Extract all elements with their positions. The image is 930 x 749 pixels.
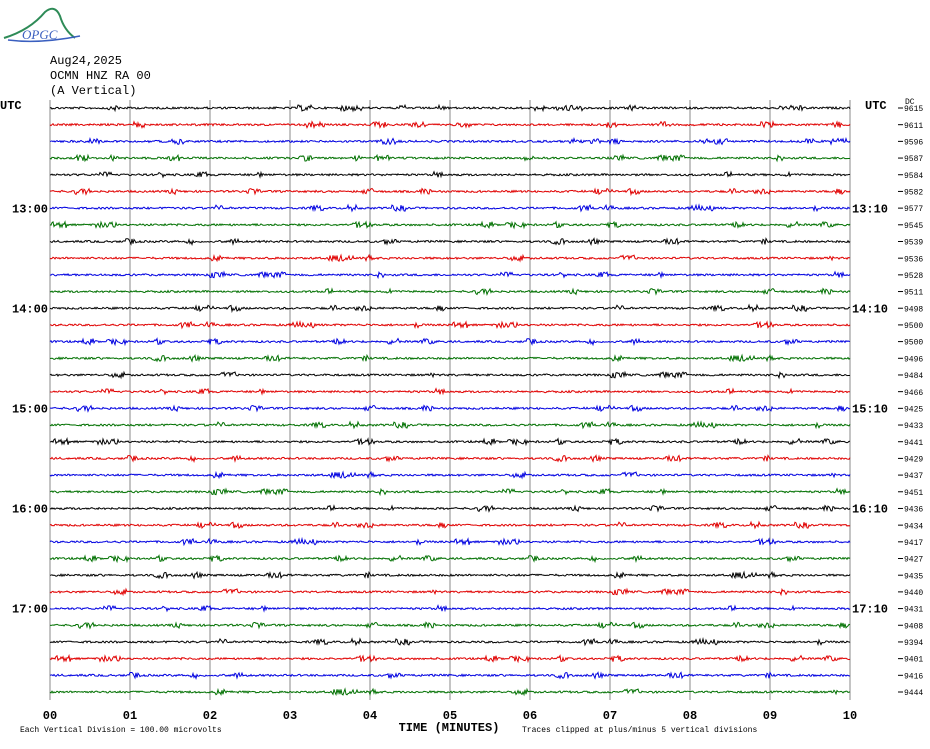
dc-value: 9440 xyxy=(904,589,923,598)
dc-value: 9441 xyxy=(904,439,923,448)
dc-value: 9500 xyxy=(904,322,923,331)
x-tick-label: 09 xyxy=(763,709,777,723)
dc-value: 9434 xyxy=(904,522,923,531)
dc-value: 9611 xyxy=(904,122,923,131)
hour-label-left: 13:00 xyxy=(12,202,48,216)
x-tick-label: 06 xyxy=(523,709,537,723)
dc-value: 9429 xyxy=(904,456,923,465)
x-tick-label: 10 xyxy=(843,709,857,723)
dc-value: 9437 xyxy=(904,472,923,481)
hour-label-right: 15:10 xyxy=(852,403,888,417)
station: OCMN HNZ RA 00 xyxy=(50,69,151,83)
dc-value: 9416 xyxy=(904,672,923,681)
dc-value: 9436 xyxy=(904,506,923,515)
dc-value: 9466 xyxy=(904,389,923,398)
logo: OPGC xyxy=(4,9,80,42)
x-tick-label: 07 xyxy=(603,709,617,723)
dc-value: 9433 xyxy=(904,422,923,431)
dc-value: 9500 xyxy=(904,339,923,348)
dc-value: 9431 xyxy=(904,606,923,615)
x-tick-label: 08 xyxy=(683,709,697,723)
component: (A Vertical) xyxy=(50,84,136,98)
x-tick-label: 00 xyxy=(43,709,57,723)
utc-left: UTC xyxy=(0,99,22,113)
dc-value: 9484 xyxy=(904,372,923,381)
dc-value: 9577 xyxy=(904,205,923,214)
date: Aug24,2025 xyxy=(50,54,122,68)
hour-label-right: 14:10 xyxy=(852,302,888,316)
hour-label-right: 13:10 xyxy=(852,202,888,216)
x-tick-label: 03 xyxy=(283,709,297,723)
clip-note: Traces clipped at plus/minus 5 vertical … xyxy=(522,726,757,735)
dc-value: 9545 xyxy=(904,222,923,231)
x-tick-label: 04 xyxy=(363,709,377,723)
dc-value: 9427 xyxy=(904,556,923,565)
dc-value: 9498 xyxy=(904,305,923,314)
dc-value: 9615 xyxy=(904,105,923,114)
dc-value: 9444 xyxy=(904,689,923,698)
helicorder: OPGC Aug24,2025 OCMN HNZ RA 00 (A Vertic… xyxy=(0,0,930,744)
dc-value: 9417 xyxy=(904,539,923,548)
dc-value: 9401 xyxy=(904,656,923,665)
dc-value: 9596 xyxy=(904,138,923,147)
dc-value: 9511 xyxy=(904,289,923,298)
dc-value: 9408 xyxy=(904,622,923,631)
dc-value: 9451 xyxy=(904,489,923,498)
x-tick-label: 01 xyxy=(123,709,137,723)
dc-value: 9528 xyxy=(904,272,923,281)
utc-right: UTC xyxy=(865,99,887,113)
dc-value: 9539 xyxy=(904,239,923,248)
dc-value: 9587 xyxy=(904,155,923,164)
dc-value: 9584 xyxy=(904,172,923,181)
scale-note: Each Vertical Division = 100.00 microvol… xyxy=(20,726,222,735)
dc-value: 9496 xyxy=(904,355,923,364)
hour-label-right: 17:10 xyxy=(852,603,888,617)
x-tick-label: 02 xyxy=(203,709,217,723)
hour-label-left: 15:00 xyxy=(12,403,48,417)
hour-label-right: 16:10 xyxy=(852,503,888,517)
x-axis-label: TIME (MINUTES) xyxy=(399,721,500,735)
dc-value: 9394 xyxy=(904,639,923,648)
dc-value: 9435 xyxy=(904,572,923,581)
hour-label-left: 16:00 xyxy=(12,503,48,517)
dc-value: 9582 xyxy=(904,189,923,198)
x-tick-label: 05 xyxy=(443,709,457,723)
hour-label-left: 14:00 xyxy=(12,302,48,316)
dc-value: 9536 xyxy=(904,255,923,264)
hour-label-left: 17:00 xyxy=(12,603,48,617)
dc-value: 9425 xyxy=(904,405,923,414)
logo-text: OPGC xyxy=(22,27,58,42)
